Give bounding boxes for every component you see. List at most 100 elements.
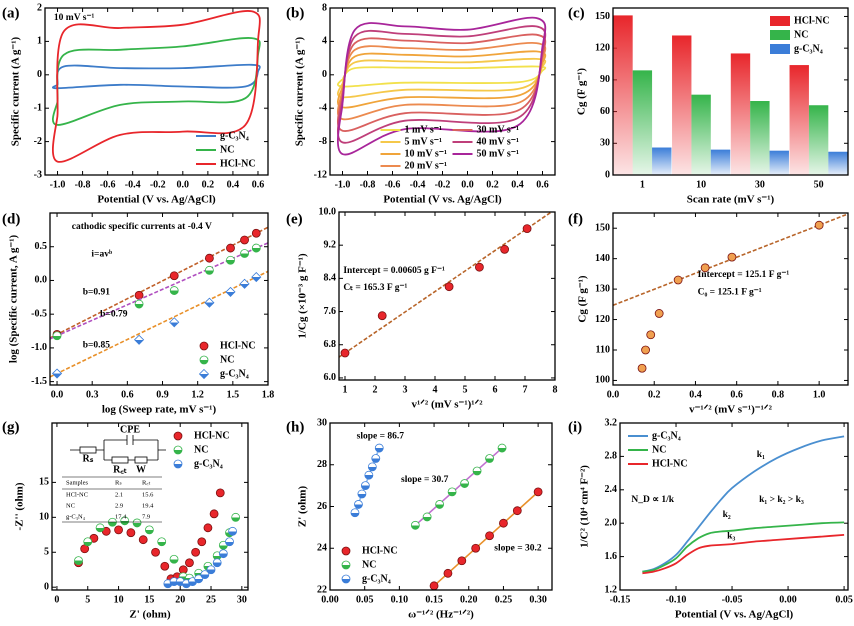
plot-area — [337, 16, 547, 156]
x-tick-label: -0.4 — [410, 179, 426, 190]
annotation: b=0.79 — [100, 310, 128, 320]
y-axis-label: -Z'' (ohm) — [14, 482, 26, 530]
x-tick-label: 0.0 — [51, 389, 64, 400]
panel-label: (a) — [2, 5, 20, 21]
data-point — [204, 297, 215, 308]
data-point — [422, 512, 432, 522]
y-axis-label: log (Specific current, A g⁻¹) — [8, 234, 20, 363]
series-line — [642, 435, 845, 573]
circuit-label: R꜀ₜ — [113, 464, 127, 475]
data-point — [374, 443, 384, 453]
x-tick-label: 1.8 — [262, 389, 275, 400]
legend: HCl-NC NC g-C₃N₄ — [198, 340, 256, 379]
y-tick-label: -3 — [34, 169, 42, 180]
data-point — [169, 271, 179, 281]
x-tick-label: 0.00 — [779, 594, 797, 605]
data-point — [435, 500, 445, 509]
y-tick-label: 120 — [595, 314, 610, 325]
x-tick-label: 3 — [403, 384, 408, 395]
y-tick-label: 0.0 — [35, 275, 48, 286]
y-axis-label: Cg (F g⁻¹) — [577, 275, 589, 323]
legend-swatch — [770, 30, 790, 40]
data-point — [443, 568, 453, 578]
legend-label: NC — [220, 354, 234, 365]
x-tick-label: 0.05 — [356, 594, 374, 605]
data-point — [447, 487, 457, 497]
y-tick-label: 0 — [605, 169, 610, 180]
x-tick-label: -0.6 — [385, 179, 401, 190]
y-tick-label: 15 — [39, 477, 49, 488]
y-tick-label: 4 — [322, 36, 327, 47]
x-tick-label: 15 — [144, 594, 154, 605]
plot-frame — [619, 422, 849, 591]
annotation: Intercept = 0.00605 g F⁻¹ — [343, 266, 445, 276]
annotation: k₁ — [757, 450, 765, 460]
data-point — [114, 525, 123, 535]
data-point — [204, 253, 214, 263]
data-point — [654, 309, 664, 318]
y-axis-label: Z' (ohm) — [297, 486, 309, 528]
x-tick-label: 0.4 — [227, 179, 240, 190]
legend-swatch — [770, 44, 790, 54]
x-axis-label: Z' (ohm) — [129, 609, 171, 621]
legend: g-C₃N₄ NC HCl-NC — [196, 130, 256, 169]
data-point — [340, 348, 350, 358]
x-tick-label: 5 — [463, 384, 468, 395]
resistor — [111, 456, 129, 464]
legend-label: g-C₃N₄ — [220, 368, 249, 379]
x-tick-label: -0.8 — [75, 179, 91, 190]
y-tick-label: 1.6 — [605, 551, 618, 562]
data-point — [700, 263, 710, 273]
x-axis-label: ω⁻¹ᐟ² (Hz⁻¹ᐟ²) — [408, 609, 474, 621]
y-tick-label: -1.0 — [31, 342, 47, 353]
plot-area — [613, 213, 848, 373]
x-tick-label: 8 — [553, 384, 558, 395]
data-point — [204, 265, 214, 275]
circuit-label: CPE — [120, 424, 140, 435]
x-tick-label: 0.05 — [835, 594, 853, 605]
data-point — [226, 255, 235, 265]
x-tick-label: 1 — [343, 384, 348, 395]
inset: CPE Rₛ R꜀ₜ W Samples Rₛ R꜀ₜ HCl-NC 2.1 15.6 NC 2.9 1… — [62, 424, 166, 523]
data-point — [641, 345, 650, 355]
panel-label: (g) — [2, 419, 20, 435]
y-tick-label: 150 — [595, 223, 610, 234]
data-point — [134, 290, 144, 300]
data-point — [485, 531, 494, 541]
plot-area — [74, 488, 241, 589]
panel-label: (c) — [568, 5, 585, 21]
data-point — [251, 228, 261, 238]
legend-label: HCl-NC — [794, 15, 830, 26]
y-tick-label: 5 — [44, 547, 49, 558]
y-tick-label: 6.8 — [324, 339, 337, 350]
series-line — [52, 37, 261, 126]
table-cell: 15.6 — [142, 491, 154, 498]
x-tick-label: 0.4 — [511, 179, 524, 190]
annotation: Intercept = 125.1 F g⁻¹ — [698, 270, 790, 280]
data-point — [169, 286, 179, 295]
table-header: Samples — [66, 479, 88, 486]
data-point — [160, 561, 170, 571]
legend-label: NC — [362, 559, 376, 570]
data-point — [240, 249, 249, 258]
data-point — [169, 554, 179, 564]
annotation: slope = 86.7 — [357, 432, 405, 442]
x-tick-label: 30 — [755, 179, 765, 190]
y-tick-label: -4 — [319, 102, 327, 113]
x-tick-label: 0.30 — [529, 594, 547, 605]
x-axis-label: log (Sweep rate, mV s⁻¹) — [102, 404, 217, 416]
data-point — [637, 363, 647, 373]
x-tick-label: 1 — [640, 179, 645, 190]
y-tick-label: 7.6 — [324, 306, 337, 317]
legend-label: 10 mV s⁻¹ — [405, 148, 448, 159]
data-point — [371, 454, 381, 463]
x-tick-label: -0.10 — [666, 594, 687, 605]
annotation: cathodic specific currents at -0.4 V — [72, 222, 212, 232]
series-line — [337, 33, 547, 132]
data-point — [727, 252, 737, 262]
y-tick-label: 120 — [595, 42, 610, 53]
legend-label: 50 mV s⁻¹ — [477, 148, 520, 159]
plot-area — [350, 443, 543, 590]
bar — [652, 147, 672, 175]
